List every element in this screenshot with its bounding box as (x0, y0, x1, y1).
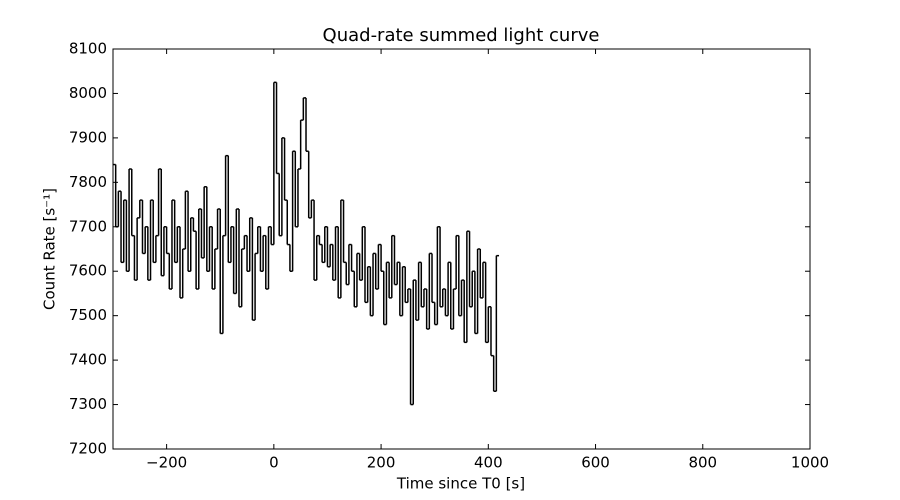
x-tick-label: 1000 (791, 454, 829, 472)
x-tick-label: −200 (146, 454, 187, 472)
x-tick-label: 800 (688, 454, 717, 472)
x-tick-label: 400 (474, 454, 503, 472)
y-tick-label: 7600 (69, 262, 107, 280)
y-axis-label: Count Rate [s⁻¹] (41, 188, 59, 310)
y-tick-label: 7300 (69, 395, 107, 413)
y-tick-label: 7500 (69, 306, 107, 324)
y-tick-label: 7400 (69, 351, 107, 369)
plot-frame (112, 48, 811, 450)
y-tick-label: 7900 (69, 128, 107, 146)
y-tick-label: 7800 (69, 173, 107, 191)
x-tick-label: 600 (581, 454, 610, 472)
y-tick-label: 7700 (69, 217, 107, 235)
x-tick-label: 200 (367, 454, 396, 472)
step-riser (114, 82, 498, 405)
y-tick-label: 8100 (69, 40, 107, 58)
y-tick-label: 7200 (69, 440, 107, 458)
y-tick-label: 8000 (69, 84, 107, 102)
x-axis-label: Time since T0 [s] (396, 475, 525, 493)
chart-title: Quad-rate summed light curve (323, 25, 600, 46)
x-tick-label: 0 (269, 454, 279, 472)
